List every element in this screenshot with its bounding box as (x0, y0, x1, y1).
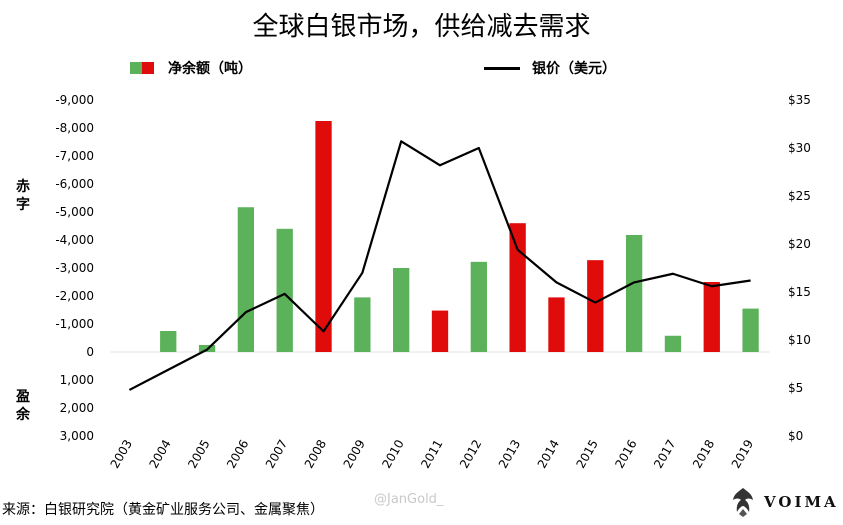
bar-2004 (160, 331, 177, 352)
x-tick-label: 2006 (224, 437, 251, 470)
right-tick-label: $25 (788, 189, 811, 203)
x-tick-label: 2014 (535, 437, 562, 470)
left-tick-label: 2,000 (60, 401, 94, 415)
right-tick-label: $5 (788, 381, 803, 395)
right-tick-label: $35 (788, 93, 811, 107)
bar-2015 (587, 260, 604, 352)
x-tick-label: 2013 (496, 437, 523, 470)
legend-bars-label: 净余额（吨） (168, 61, 252, 77)
left-tick-label: 0 (86, 345, 94, 359)
x-tick-label: 2017 (651, 437, 678, 470)
bar-2009 (354, 297, 371, 352)
legend-bars: 净余额（吨） (130, 58, 252, 78)
left-tick-label: -1,000 (55, 317, 94, 331)
right-tick-label: $30 (788, 141, 811, 155)
surplus-label: 盈 余 (14, 388, 32, 424)
deficit-char-1: 赤 (16, 179, 30, 195)
legend-line-label: 银价（美元） (532, 61, 616, 77)
x-tick-label: 2009 (341, 437, 368, 470)
left-tick-label: -3,000 (55, 261, 94, 275)
bar-2017 (664, 335, 682, 352)
left-tick-label: -4,000 (55, 233, 94, 247)
x-tick-label: 2016 (612, 437, 639, 470)
legend-green-swatch (130, 62, 142, 74)
chart-title: 全球白银市场，供给减去需求 (252, 12, 591, 42)
x-tick-label: 2010 (379, 437, 406, 470)
bar-2007 (276, 228, 293, 352)
bar-2010 (393, 268, 410, 352)
bar-2014 (548, 297, 565, 352)
x-tick-label: 2003 (108, 437, 135, 470)
x-tick-label: 2005 (185, 437, 212, 470)
left-tick-label: -2,000 (55, 289, 94, 303)
right-tick-label: $0 (788, 429, 803, 443)
deficit-char-2: 字 (16, 197, 30, 213)
right-tick-label: $20 (788, 237, 811, 251)
brand-name: VOIMA (764, 493, 839, 511)
legend-red-swatch (142, 62, 154, 74)
x-tick-label: 2011 (418, 437, 445, 470)
surplus-char-1: 盈 (16, 389, 30, 405)
x-tick-label: 2019 (729, 437, 756, 470)
bar-2008 (315, 121, 332, 352)
bar-2006 (237, 207, 255, 352)
bar-2013 (509, 223, 526, 352)
deficit-label: 赤 字 (14, 178, 32, 214)
bar-2018 (703, 282, 720, 352)
x-tick-label: 2012 (457, 437, 484, 470)
watermark-handle: @JanGold_ (374, 492, 444, 507)
x-tick-label: 2008 (302, 437, 329, 470)
legend-line-swatch (484, 66, 520, 70)
right-tick-label: $15 (788, 285, 811, 299)
left-tick-label: 3,000 (60, 429, 94, 443)
x-tick-label: 2015 (573, 437, 600, 470)
bar-2011 (431, 310, 449, 352)
x-tick-label: 2018 (690, 437, 717, 470)
price-line (128, 140, 751, 391)
left-tick-label: -9,000 (55, 93, 94, 107)
surplus-char-2: 余 (16, 407, 30, 423)
x-tick-label: 2007 (263, 437, 290, 470)
right-tick-label: $10 (788, 333, 811, 347)
brand-logo: VOIMA (730, 486, 839, 518)
x-tick-label: 2004 (146, 437, 173, 470)
bar-2016 (625, 234, 643, 352)
legend-line: 银价（美元） (484, 58, 616, 78)
bar-2012 (470, 261, 487, 352)
left-tick-label: 1,000 (60, 373, 94, 387)
left-tick-label: -6,000 (55, 177, 94, 191)
left-tick-label: -8,000 (55, 121, 94, 135)
bar-2019 (742, 308, 759, 352)
brand-mark-icon (733, 488, 753, 517)
left-tick-label: -7,000 (55, 149, 94, 163)
left-tick-label: -5,000 (55, 205, 94, 219)
source-note: 来源：白银研究院（黄金矿业服务公司、金属聚焦） (2, 502, 324, 518)
